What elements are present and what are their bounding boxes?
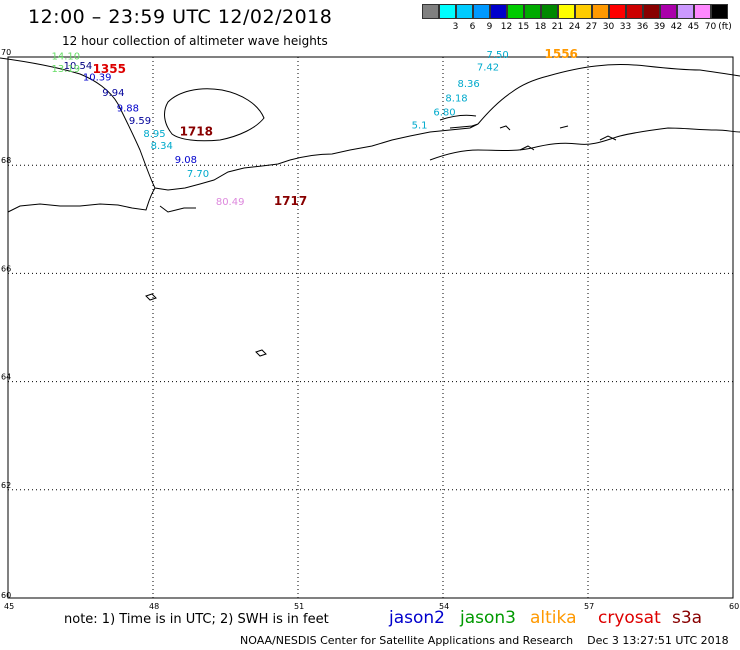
page-title: 12:00 – 23:59 UTC 12/02/2018 (28, 6, 333, 28)
wave-height-label-west: 8.95 (143, 129, 165, 140)
scale-swatch (711, 4, 728, 19)
scale-label: 70 (704, 22, 717, 32)
scale-label: 15 (517, 22, 530, 32)
island-large (164, 88, 265, 142)
scale-label: 18 (534, 22, 547, 32)
generated-timestamp: Dec 3 13:27:51 UTC 2018 (587, 634, 729, 647)
wave-height-label-east: 6.80 (433, 107, 455, 118)
credit-text: NOAA/NESDIS Center for Satellite Applica… (240, 634, 574, 647)
scale-label: 42 (670, 22, 683, 32)
map-grid: 70 68 66 64 62 60 45 48 51 54 57 60 (1, 48, 739, 611)
lon-tick-label: 48 (149, 602, 159, 611)
island-small-1 (255, 349, 267, 357)
legend-jason2: jason2 (389, 608, 445, 628)
coastline-west (0, 57, 291, 191)
wave-height-label-east: 8.36 (458, 79, 480, 90)
lat-tick-label: 68 (1, 156, 11, 165)
legend-jason3: jason3 (460, 608, 516, 628)
scale-label: 9 (486, 22, 493, 32)
coastline-east-2 (429, 127, 740, 161)
scale-label: 24 (568, 22, 581, 32)
scale-swatch (507, 4, 524, 19)
scale-swatch (643, 4, 660, 19)
wave-height-label-east: 7.42 (477, 63, 499, 74)
wave-height-label-west: 9.88 (117, 104, 139, 115)
wave-height-label-west: 13.19 (52, 64, 81, 75)
wave-height-label-west: 1355 (93, 62, 126, 76)
scale-label: 45 (687, 22, 700, 32)
scale-label: 6 (469, 22, 476, 32)
lat-tick-label: 70 (1, 48, 11, 57)
coastline-west-bay (7, 187, 196, 213)
lat-tick-label: 64 (1, 373, 11, 382)
wave-height-label-west: 1717 (274, 194, 307, 208)
lat-tick-label: 62 (1, 481, 11, 490)
scale-swatch (456, 4, 473, 19)
lat-tick-label: 66 (1, 264, 11, 273)
wave-height-label-east: 1556 (545, 47, 578, 61)
scale-label: 33 (619, 22, 632, 32)
wave-height-label-west: 80.49 (216, 197, 245, 208)
lon-tick-label: 57 (584, 602, 594, 611)
lon-tick-label: 54 (439, 602, 449, 611)
scale-swatch (558, 4, 575, 19)
scale-swatch (439, 4, 456, 19)
lat-tick-label: 60 (1, 591, 11, 600)
scale-swatch (422, 4, 439, 19)
wave-height-label-west: 9.08 (175, 155, 197, 166)
scale-swatch (592, 4, 609, 19)
scale-swatch (575, 4, 592, 19)
wave-height-label-west: 9.59 (129, 116, 151, 127)
scale-label: 3 (452, 22, 459, 32)
wave-height-label-west: 8.34 (151, 141, 173, 152)
scale-unit-label: (ft) (718, 22, 732, 32)
scale-label: 12 (500, 22, 513, 32)
wave-height-label-west: 1718 (180, 124, 213, 138)
scale-label: 36 (636, 22, 649, 32)
scale-swatch (694, 4, 711, 19)
scale-swatch (609, 4, 626, 19)
wave-height-label-west: 9.94 (102, 88, 124, 99)
scale-label: 39 (653, 22, 666, 32)
scale-swatch (490, 4, 507, 19)
scale-label: 21 (551, 22, 564, 32)
lon-tick-label: 60 (729, 602, 739, 611)
wave-height-label-west: 10.39 (83, 72, 112, 83)
scale-swatch (524, 4, 541, 19)
credit-line: NOAA/NESDIS Center for Satellite Applica… (240, 634, 729, 647)
legend-s3a: s3a (672, 608, 703, 628)
island-small-2 (145, 293, 157, 301)
scale-swatch (541, 4, 558, 19)
lon-tick-label: 45 (4, 602, 14, 611)
coastline-east (289, 64, 740, 161)
scale-label: 27 (585, 22, 598, 32)
legend-cryosat: cryosat (598, 608, 661, 628)
map-frame (7, 56, 734, 599)
scale-label: 30 (602, 22, 615, 32)
wave-height-label-east: 5.1 (412, 120, 428, 131)
color-scale (422, 4, 728, 19)
page-subtitle: 12 hour collection of altimeter wave hei… (62, 34, 328, 48)
wave-height-label-east: 8.18 (445, 93, 467, 104)
wave-height-label-west: 10.54 (64, 61, 93, 72)
coastline-east-3 (439, 114, 617, 151)
wave-height-label-east: 7.50 (487, 50, 509, 61)
legend-altika: altika (530, 608, 577, 628)
scale-swatch (626, 4, 643, 19)
coastline (0, 57, 740, 357)
scale-swatch (660, 4, 677, 19)
wave-height-label-west: 14.10 (52, 52, 81, 63)
wave-height-label-west: 7.70 (187, 169, 209, 180)
scale-swatch (677, 4, 694, 19)
scale-swatch (473, 4, 490, 19)
lon-tick-label: 51 (294, 602, 304, 611)
footer-note: note: 1) Time is in UTC; 2) SWH is in fe… (64, 612, 329, 627)
